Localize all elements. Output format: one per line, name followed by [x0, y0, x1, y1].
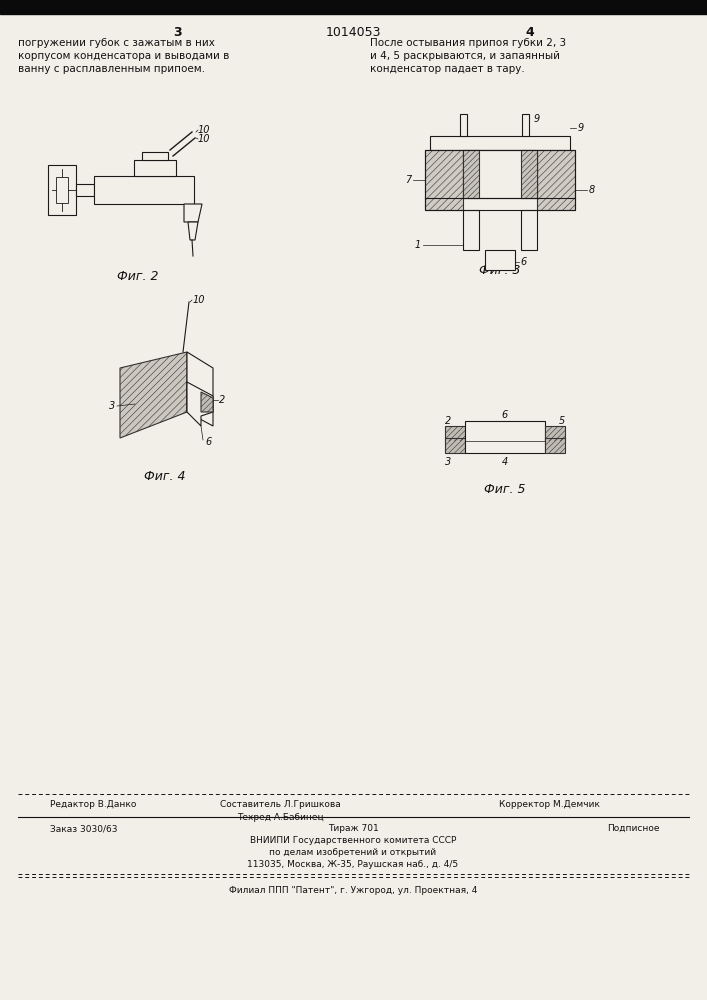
- Text: 10: 10: [198, 134, 211, 144]
- Text: 4: 4: [525, 26, 534, 39]
- Bar: [56, 177, 68, 203]
- Text: 3: 3: [445, 457, 451, 467]
- Text: 10: 10: [198, 125, 211, 135]
- Text: Подписное: Подписное: [607, 824, 660, 833]
- Bar: [430, 136, 570, 150]
- Bar: [522, 114, 529, 136]
- Text: Техред А.Бабинец: Техред А.Бабинец: [237, 813, 323, 822]
- Text: корпусом конденсатора и выводами в: корпусом конденсатора и выводами в: [18, 51, 229, 61]
- Text: 3: 3: [173, 26, 181, 39]
- Bar: [134, 160, 176, 176]
- Text: Тираж 701: Тираж 701: [327, 824, 378, 833]
- Text: 3: 3: [109, 401, 115, 411]
- Text: 113035, Москва, Ж-35, Раушская наб., д. 4/5: 113035, Москва, Ж-35, Раушская наб., д. …: [247, 860, 459, 869]
- Text: Редактор В.Данко: Редактор В.Данко: [50, 800, 136, 809]
- Text: Корректор М.Демчик: Корректор М.Демчик: [499, 800, 600, 809]
- Text: После остывания припоя губки 2, 3: После остывания припоя губки 2, 3: [370, 38, 566, 48]
- Polygon shape: [187, 382, 213, 426]
- Polygon shape: [425, 150, 463, 210]
- Text: погружении губок с зажатым в них: погружении губок с зажатым в них: [18, 38, 215, 48]
- Text: 9: 9: [534, 114, 540, 124]
- Text: ВНИИПИ Государственного комитета СССР: ВНИИПИ Государственного комитета СССР: [250, 836, 456, 845]
- Bar: [0, 0, 707, 14]
- Polygon shape: [445, 426, 465, 441]
- Polygon shape: [545, 438, 565, 453]
- Text: 5: 5: [559, 416, 565, 426]
- Polygon shape: [201, 392, 213, 412]
- Bar: [94, 176, 194, 204]
- Text: конденсатор падает в тару.: конденсатор падает в тару.: [370, 64, 525, 74]
- Text: 4: 4: [502, 457, 508, 467]
- Text: 1014053: 1014053: [325, 26, 381, 39]
- Polygon shape: [187, 352, 213, 426]
- Bar: [76, 184, 94, 196]
- Polygon shape: [545, 426, 565, 441]
- Bar: [485, 250, 515, 270]
- Bar: [463, 150, 537, 198]
- Text: Фиг. 3: Фиг. 3: [479, 264, 521, 277]
- Text: 6: 6: [502, 410, 508, 420]
- Bar: [465, 421, 545, 453]
- Bar: [463, 210, 479, 250]
- Text: 7: 7: [404, 175, 411, 185]
- Text: 6: 6: [520, 257, 526, 267]
- Polygon shape: [463, 150, 479, 198]
- Text: Фиг. 2: Фиг. 2: [117, 270, 159, 283]
- Text: Заказ 3030/63: Заказ 3030/63: [50, 824, 117, 833]
- Polygon shape: [184, 204, 202, 222]
- Polygon shape: [120, 352, 187, 438]
- Text: по делам изобретений и открытий: по делам изобретений и открытий: [269, 848, 436, 857]
- Text: 9: 9: [578, 123, 584, 133]
- Polygon shape: [188, 222, 198, 240]
- Text: 2: 2: [445, 416, 451, 426]
- Bar: [425, 150, 575, 210]
- Text: Филиал ППП "Патент", г. Ужгород, ул. Проектная, 4: Филиал ППП "Патент", г. Ужгород, ул. Про…: [229, 886, 477, 895]
- Text: 1: 1: [415, 240, 421, 250]
- Text: 8: 8: [589, 185, 595, 195]
- Text: Фиг. 4: Фиг. 4: [144, 470, 186, 483]
- Polygon shape: [521, 150, 537, 198]
- Polygon shape: [445, 438, 465, 453]
- Text: Составитель Л.Гришкова: Составитель Л.Гришкова: [220, 800, 340, 809]
- Text: ванну с расплавленным припоем.: ванну с расплавленным припоем.: [18, 64, 205, 74]
- Text: 2: 2: [219, 395, 226, 405]
- Text: Фиг. 5: Фиг. 5: [484, 483, 526, 496]
- Bar: [460, 114, 467, 136]
- Text: 6: 6: [205, 437, 211, 447]
- Bar: [521, 210, 537, 250]
- Bar: [142, 152, 168, 160]
- Bar: [48, 165, 76, 215]
- Text: 10: 10: [193, 295, 206, 305]
- Polygon shape: [537, 150, 575, 210]
- Text: и 4, 5 раскрываются, и запаянный: и 4, 5 раскрываются, и запаянный: [370, 51, 560, 61]
